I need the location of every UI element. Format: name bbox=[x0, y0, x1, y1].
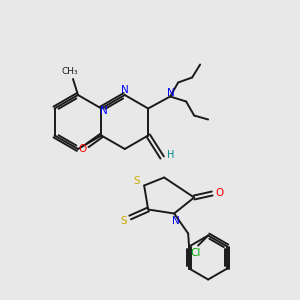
Text: N: N bbox=[100, 106, 107, 116]
Text: CH₃: CH₃ bbox=[62, 68, 78, 76]
Text: H: H bbox=[167, 149, 175, 160]
Text: O: O bbox=[78, 143, 86, 154]
Text: Cl: Cl bbox=[190, 248, 200, 257]
Text: N: N bbox=[121, 85, 129, 95]
Text: N: N bbox=[167, 88, 175, 98]
Text: N: N bbox=[172, 217, 180, 226]
Text: S: S bbox=[121, 215, 128, 226]
Text: S: S bbox=[134, 176, 140, 187]
Text: O: O bbox=[215, 188, 223, 197]
